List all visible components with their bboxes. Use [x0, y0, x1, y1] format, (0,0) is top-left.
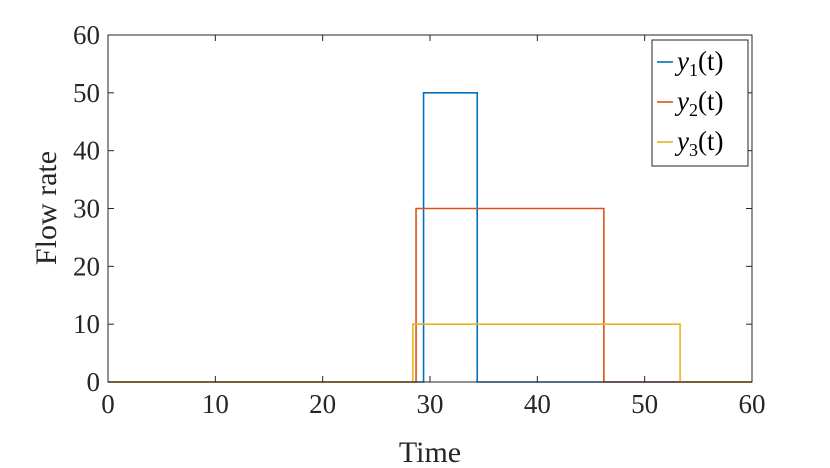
legend-subscript: 1 [689, 60, 698, 80]
legend-label-3: y3(t) [674, 126, 723, 160]
x-tick-label: 60 [739, 389, 766, 419]
y-tick-label: 20 [73, 251, 100, 281]
x-tick-label: 10 [202, 389, 229, 419]
y-tick-label: 60 [73, 20, 100, 50]
x-tick-label: 20 [309, 389, 336, 419]
legend-label-2: y2(t) [674, 86, 723, 120]
ticks-layer: 0 10 20 30 40 50 60 0 10 20 30 40 50 60 [73, 20, 766, 419]
legend-argument: (t) [698, 46, 723, 76]
y-axis-title: Flow rate [30, 151, 63, 265]
legend-base: y [674, 86, 689, 116]
x-tick-label: 50 [631, 389, 658, 419]
x-tick-label: 40 [524, 389, 551, 419]
legend: y1(t)y2(t)y3(t) [651, 39, 749, 167]
y-tick-label: 40 [73, 136, 100, 166]
x-tick-label: 0 [101, 389, 115, 419]
y-tick-label: 0 [87, 367, 101, 397]
x-tick-label: 30 [417, 389, 444, 419]
legend-base: y [674, 126, 689, 156]
x-axis-title: Time [399, 436, 461, 468]
legend-base: y [674, 46, 689, 76]
y-tick-label: 10 [73, 309, 100, 339]
legend-argument: (t) [698, 126, 723, 156]
legend-label-1: y1(t) [674, 46, 723, 80]
y-tick-label: 30 [73, 194, 100, 224]
y-tick-label: 50 [73, 78, 100, 108]
legend-subscript: 3 [689, 140, 698, 160]
legend-box [651, 39, 749, 167]
legend-subscript: 2 [689, 100, 698, 120]
legend-argument: (t) [698, 86, 723, 116]
